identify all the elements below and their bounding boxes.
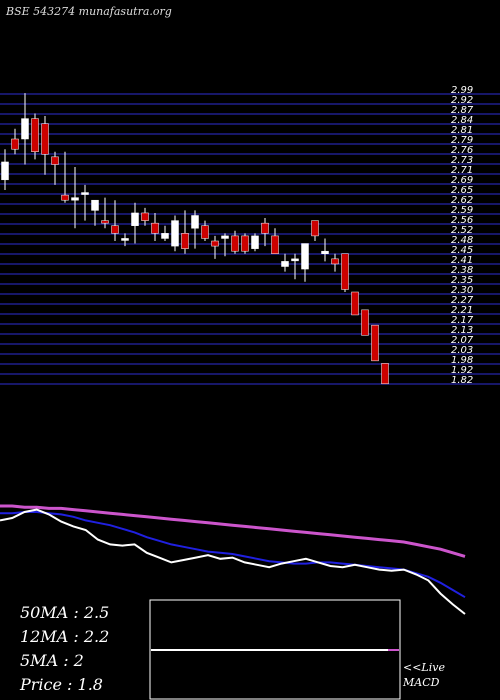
candle-body <box>231 235 239 252</box>
candle-body <box>351 291 359 316</box>
price-tick-label: 2.27 <box>451 295 474 306</box>
price-tick-label: 1.92 <box>451 365 473 376</box>
candle-body <box>281 261 289 267</box>
price-tick-label: 2.41 <box>451 255 473 266</box>
candle-body <box>261 222 269 234</box>
candle-body <box>161 233 169 239</box>
macd-caption: MACD <box>403 676 440 689</box>
macd-panel <box>149 599 401 700</box>
ma12-label: 12MA : 2.2 <box>20 627 110 646</box>
price-label: Price : 1.8 <box>20 675 103 694</box>
candle-body <box>151 222 159 234</box>
candle-body <box>51 156 59 165</box>
price-tick-label: 2.30 <box>451 285 473 296</box>
candle-body <box>141 212 149 221</box>
price-grid: 2.992.922.872.842.812.792.762.732.712.69… <box>0 85 500 386</box>
candle-body <box>301 243 309 270</box>
price-tick-label: 2.59 <box>451 205 473 216</box>
source-label: BSE 543274 munafasutra.org <box>6 5 172 18</box>
price-tick-label: 2.99 <box>451 85 473 96</box>
price-tick-label: 2.52 <box>451 225 473 236</box>
candle-body <box>381 363 389 385</box>
candle-body <box>241 235 249 252</box>
candle-body <box>251 235 259 249</box>
candle-body <box>171 220 179 247</box>
ma-mid-line <box>0 511 466 599</box>
price-tick-label: 2.45 <box>451 245 473 256</box>
price-tick-label: 2.79 <box>451 135 473 146</box>
price-tick-label: 2.76 <box>451 145 473 156</box>
candlestick-layer <box>1 93 389 385</box>
candle-body <box>181 233 189 249</box>
live-macd-label: <<Live MACD <box>403 660 445 690</box>
candle-body <box>291 258 299 262</box>
price-tick-label: 2.65 <box>451 185 473 196</box>
candle-body <box>341 253 349 290</box>
price-tick-label: 2.56 <box>451 215 473 226</box>
candle-body <box>101 220 109 224</box>
live-link[interactable]: <<Live <box>403 661 445 674</box>
candle-body <box>331 258 339 265</box>
price-tick-label: 2.35 <box>451 275 473 286</box>
moving-average-layer <box>0 504 466 615</box>
ma50-label: 50MA : 2.5 <box>20 603 110 622</box>
candle-body <box>41 123 49 155</box>
price-tick-label: 2.71 <box>451 165 473 176</box>
price-tick-label: 2.03 <box>451 345 473 356</box>
price-tick-label: 2.13 <box>451 325 473 336</box>
candle-body <box>221 235 229 239</box>
price-tick-label: 2.21 <box>451 305 473 316</box>
candle-body <box>201 225 209 239</box>
price-tick-label: 2.48 <box>451 235 473 246</box>
candle-body <box>21 118 29 140</box>
candle-body <box>31 118 39 152</box>
price-tick-label: 2.73 <box>451 155 473 166</box>
candle-body <box>11 138 19 150</box>
candle-body <box>311 220 319 237</box>
price-tick-label: 2.92 <box>451 95 473 106</box>
price-tick-label: 1.98 <box>451 355 473 366</box>
candle-body <box>371 324 379 362</box>
price-tick-label: 1.82 <box>451 375 473 386</box>
candle-body <box>321 250 329 254</box>
candle-body <box>121 238 129 241</box>
candle-body <box>71 197 79 201</box>
candle-body <box>361 309 369 336</box>
ma5-label: 5MA : 2 <box>20 651 84 670</box>
price-tick-label: 2.84 <box>451 115 473 126</box>
candle-body <box>111 225 119 234</box>
price-tick-label: 2.87 <box>451 105 474 116</box>
ma-short-line <box>0 508 466 615</box>
candle-body <box>191 215 199 229</box>
candle-body <box>271 235 279 254</box>
price-tick-label: 2.69 <box>451 175 473 186</box>
ma-long-line <box>0 504 466 558</box>
price-tick-label: 2.07 <box>451 335 474 346</box>
price-tick-label: 2.62 <box>451 195 473 206</box>
candle-body <box>131 212 139 226</box>
candle-body <box>211 240 219 247</box>
price-tick-label: 2.81 <box>451 125 473 136</box>
candle-body <box>91 199 99 211</box>
price-tick-label: 2.17 <box>451 315 474 326</box>
candle-body <box>81 192 89 195</box>
candle-body <box>1 161 9 181</box>
candle-body <box>61 194 69 201</box>
price-tick-label: 2.38 <box>451 265 473 276</box>
